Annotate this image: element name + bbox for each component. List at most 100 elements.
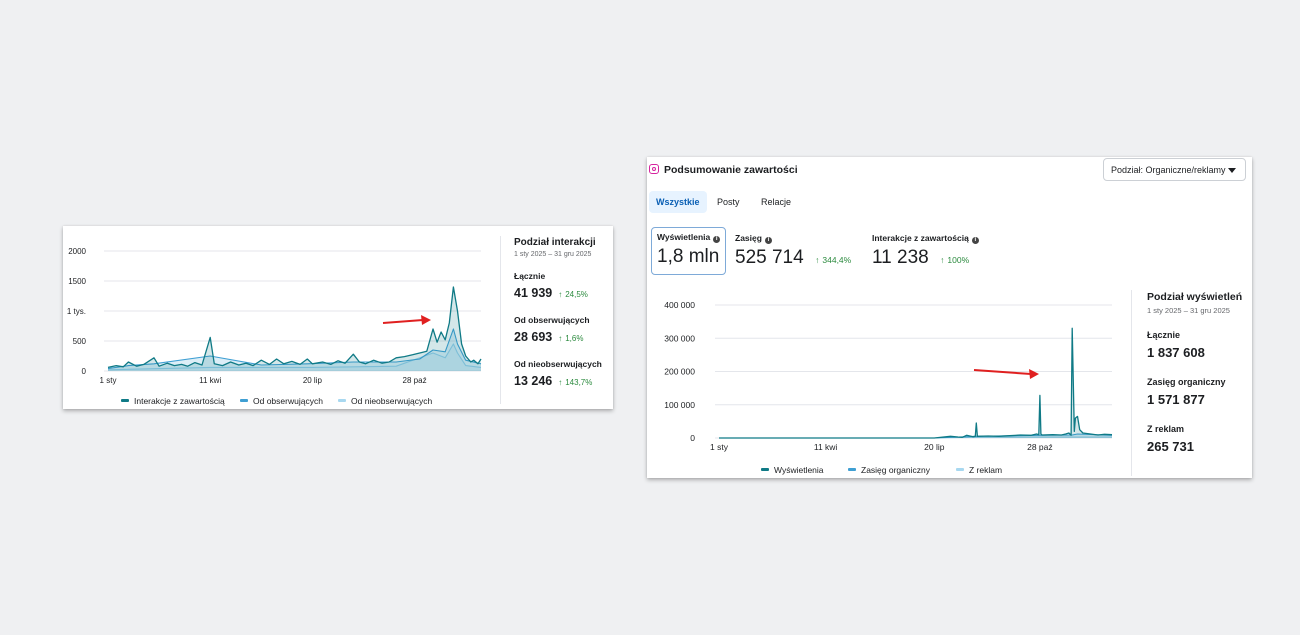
views-chart: 0 100 000 200 000 300 000 400 000 1 sty 11 kwi… <box>664 300 1113 452</box>
interactions-breakdown: Podział interakcji 1 sty 2025 – 31 gru 2… <box>514 237 610 390</box>
y-tick-label: 500 <box>73 337 87 346</box>
breakdown-row: 13 246 ↑ 143,7% <box>514 369 610 390</box>
side-divider <box>500 236 501 404</box>
legend-item-organic-reach[interactable]: Zasięg organiczny <box>848 465 930 475</box>
x-tick-label: 11 kwi <box>814 442 838 452</box>
legend-label: Interakcje z zawartością <box>134 396 225 406</box>
legend-item-followers[interactable]: Od obserwujących <box>240 396 323 406</box>
breakdown-value: 41 939 <box>514 286 553 300</box>
dropdown-label: Podział: Organiczne/reklamy <box>1111 165 1226 175</box>
metric-views[interactable]: Wyświetlenia i 1,8 mln <box>651 227 726 275</box>
arrow-up-icon: ↑ <box>558 290 563 299</box>
legend-item-interactions[interactable]: Interakcje z zawartością <box>121 396 225 406</box>
y-tick-label: 1500 <box>68 277 86 286</box>
breakdown-title: Podział interakcji <box>514 237 596 248</box>
card-header: Podsumowanie zawartości Podział: Organic… <box>647 157 1252 185</box>
metric-label: Zasięg i <box>735 233 851 244</box>
breakdown-date-range: 1 sty 2025 – 31 gru 2025 <box>1147 306 1230 315</box>
breakdown-row: 1 571 877 <box>1147 387 1247 409</box>
info-icon[interactable]: i <box>713 236 721 243</box>
series-area <box>108 329 481 371</box>
breakdown-row: 1 837 608 <box>1147 340 1247 362</box>
arrow-up-icon: ↑ <box>815 255 820 265</box>
breakdown-label: Zasięg organiczny <box>1147 377 1226 387</box>
interactions-card: 0 500 1 tys. 1500 2000 1 sty 11 kwi 20 lip 28 pa… <box>63 226 613 409</box>
arrow-head-icon <box>1029 369 1039 379</box>
x-tick-label: 20 lip <box>303 376 323 385</box>
y-tick-label: 0 <box>82 367 87 376</box>
annotation-arrow <box>382 319 424 324</box>
info-icon[interactable]: i <box>971 237 979 244</box>
info-icon[interactable]: i <box>764 237 772 244</box>
legend-item-non-followers[interactable]: Od nieobserwujących <box>338 396 432 406</box>
breakdown-row: 265 731 <box>1147 434 1247 456</box>
series-area <box>719 328 1112 438</box>
x-tick-label: 1 sty <box>710 442 729 452</box>
side-divider <box>1131 290 1132 476</box>
tab-wszystkie[interactable]: Wszystkie <box>649 191 707 213</box>
legend-swatch <box>848 468 856 471</box>
legend-label: Z reklam <box>969 465 1003 475</box>
breakdown-value: 265 731 <box>1147 439 1194 454</box>
legend-label: Wyświetlenia <box>774 465 824 475</box>
caret-down-icon <box>1228 168 1236 173</box>
breakdown-label: Od nieobserwujących <box>514 359 602 369</box>
breakdown-title: Podział wyświetleń <box>1147 291 1243 303</box>
views-breakdown: Podział wyświetleń 1 sty 2025 – 31 gru 2… <box>1147 291 1247 456</box>
tab-relacje[interactable]: Relacje <box>761 197 792 207</box>
x-tick-label: 28 paź <box>403 376 427 385</box>
breakdown-change: ↑ 1,6% <box>558 334 584 343</box>
breakdown-value: 28 693 <box>514 330 553 344</box>
legend-swatch <box>121 399 129 402</box>
legend-swatch <box>240 399 248 402</box>
breakdown-label: Z reklam <box>1147 424 1185 434</box>
series-line[interactable] <box>107 328 482 370</box>
series-line[interactable] <box>107 286 482 369</box>
x-tick-label: 28 paź <box>1027 442 1053 452</box>
series-area <box>719 434 1112 438</box>
breakdown-row: 41 939 ↑ 24,5% <box>514 281 610 302</box>
arrow-head-icon <box>421 315 431 325</box>
series-line[interactable] <box>719 327 1113 439</box>
card-title: Podsumowanie zawartości <box>664 164 798 176</box>
legend-swatch <box>956 468 964 471</box>
x-tick-label: 1 sty <box>100 376 117 385</box>
breakdown-value: 1 837 608 <box>1147 345 1205 360</box>
metric-change: ↑ 100% <box>940 255 970 265</box>
series-area <box>108 287 481 371</box>
instagram-icon <box>649 164 659 174</box>
legend-item-ads[interactable]: Z reklam <box>956 465 1002 475</box>
breakdown-date-range: 1 sty 2025 – 31 gru 2025 <box>514 251 592 258</box>
metric-label: Interakcje z zawartością i <box>872 233 979 244</box>
interactions-chart: 0 500 1 tys. 1500 2000 1 sty 11 kwi 20 lip 28 pa… <box>67 247 482 385</box>
breakdown-value: 1 571 877 <box>1147 392 1205 407</box>
breakdown-row: 28 693 ↑ 1,6% <box>514 325 610 346</box>
metric-reach[interactable]: Zasięg i 525 714 ↑ 344,4% <box>735 227 851 269</box>
annotation-arrow <box>973 369 1032 375</box>
y-tick-label: 300 000 <box>664 333 695 343</box>
breakdown-label: Od obserwujących <box>514 315 590 325</box>
metric-value: 11 238 <box>872 247 929 268</box>
y-tick-label: 100 000 <box>664 400 695 410</box>
arrow-up-icon: ↑ <box>558 334 563 343</box>
metric-interactions[interactable]: Interakcje z zawartością i 11 238 ↑ 100% <box>872 227 979 269</box>
arrow-up-icon: ↑ <box>558 378 563 387</box>
series-area <box>108 344 481 371</box>
content-summary-card: Podsumowanie zawartości Podział: Organic… <box>647 157 1252 478</box>
y-tick-label: 200 000 <box>664 367 695 377</box>
series-line[interactable] <box>107 343 482 371</box>
metric-change: ↑ 344,4% <box>815 255 852 265</box>
breakdown-label: Łącznie <box>514 271 546 281</box>
arrow-up-icon: ↑ <box>940 255 945 265</box>
tab-posty[interactable]: Posty <box>717 197 740 207</box>
legend-swatch <box>761 468 769 471</box>
metric-label: Wyświetlenia i <box>657 232 721 243</box>
breakdown-change: ↑ 143,7% <box>558 378 593 387</box>
breakdown-label: Łącznie <box>1147 330 1181 340</box>
x-tick-label: 20 lip <box>924 442 945 452</box>
breakdown-dropdown[interactable]: Podział: Organiczne/reklamy <box>1103 158 1246 181</box>
legend-item-views[interactable]: Wyświetlenia <box>761 465 824 475</box>
y-tick-label: 400 000 <box>664 300 695 310</box>
legend-label: Od nieobserwujących <box>351 396 433 406</box>
legend-label: Zasięg organiczny <box>861 465 930 475</box>
